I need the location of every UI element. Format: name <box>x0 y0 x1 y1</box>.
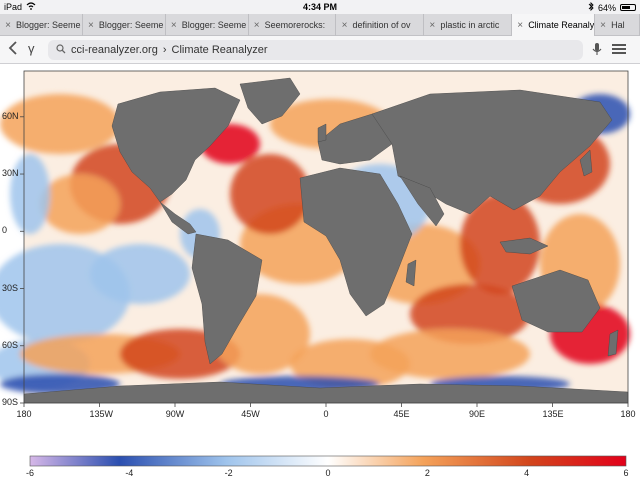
tab-label: plastic in arctic <box>440 20 500 30</box>
lon-label: 90W <box>165 409 185 419</box>
battery-icon <box>620 4 636 11</box>
close-icon[interactable]: × <box>253 19 260 31</box>
landmass <box>499 237 549 255</box>
url-field[interactable]: cci-reanalyzer.org › Climate Reanalyzer <box>48 40 583 60</box>
browser-tab[interactable]: × Blogger: Seeme <box>0 14 83 36</box>
close-icon[interactable]: × <box>600 19 606 31</box>
clock: 4:34 PM <box>302 2 337 12</box>
back-button[interactable] <box>8 40 18 59</box>
lat-label: 30S <box>2 282 19 293</box>
close-icon[interactable]: × <box>341 19 348 31</box>
anomaly-patch <box>10 154 50 234</box>
anomaly-patch <box>230 154 310 234</box>
lat-label: 90S <box>2 397 19 407</box>
colorbar-label: 4 <box>524 468 530 478</box>
anomaly-patch <box>370 329 530 379</box>
lon-label: 45W <box>241 409 260 419</box>
lon-label: 180 <box>16 409 32 419</box>
tab-label: definition of ov <box>352 20 411 30</box>
browser-tab[interactable]: × definition of ov <box>336 14 425 36</box>
landmass <box>299 167 413 317</box>
colorbar-label: 0 <box>325 468 331 478</box>
bluetooth-icon <box>588 1 594 13</box>
tab-label: Blogger: Seeme <box>98 20 164 30</box>
close-icon[interactable]: × <box>5 19 11 31</box>
close-icon[interactable]: × <box>429 19 436 31</box>
anomaly-patch <box>0 94 120 154</box>
close-icon[interactable]: × <box>170 19 177 31</box>
landmass <box>159 201 197 235</box>
microphone-icon[interactable] <box>592 42 602 59</box>
browser-tab[interactable]: × Blogger: Seeme <box>166 14 249 36</box>
tab-label: Climate Reanaly <box>528 20 595 30</box>
gamma-icon[interactable]: γ <box>28 41 35 56</box>
colorbar-label: -6 <box>25 468 34 478</box>
lat-label: 0 <box>2 225 8 236</box>
tab-label: Seemorerocks: <box>264 20 326 30</box>
url-domain: cci-reanalyzer.org <box>71 44 158 56</box>
anomaly-patch <box>90 244 190 304</box>
close-icon[interactable]: × <box>87 19 94 31</box>
landmass <box>317 123 327 143</box>
browser-tab[interactable]: × Climate Reanaly <box>512 14 596 36</box>
url-page-title: Climate Reanalyzer <box>171 44 268 56</box>
lon-label: 45E <box>393 409 410 419</box>
lat-label: 30N <box>2 168 19 179</box>
colorbar-label: 6 <box>623 468 629 478</box>
landmass <box>111 87 241 203</box>
map-canvas <box>0 70 630 467</box>
browser-tab[interactable]: × Seemorerocks: <box>249 14 337 36</box>
tab-label: Blogger: Seeme <box>181 20 247 30</box>
landmass <box>511 269 601 333</box>
lon-label: 135E <box>542 409 564 419</box>
landmass <box>399 175 445 227</box>
landmass <box>239 77 301 125</box>
tab-bar: × Blogger: Seeme × Blogger: Seeme × Blogger: … <box>0 14 640 36</box>
close-icon[interactable]: × <box>517 19 524 31</box>
menu-icon[interactable] <box>612 42 626 56</box>
lat-label: 60N <box>2 110 19 121</box>
address-toolbar: γ cci-reanalyzer.org › Climate Reanalyze… <box>0 36 640 64</box>
colorbar-label: -2 <box>224 468 233 478</box>
landmass <box>405 259 417 287</box>
lat-label: 60S <box>2 339 19 350</box>
landmass <box>579 149 593 177</box>
anomaly-patch <box>460 194 540 294</box>
anomaly-patch <box>40 174 120 234</box>
browser-tab[interactable]: × Blogger: Seeme <box>83 14 166 36</box>
sst-anomaly-map: 60N 30N 0 30S 60S 90S 180 135W 90W 45W 0 45E 90E 135… <box>0 64 640 480</box>
browser-tab[interactable]: × plastic in arctic <box>424 14 513 36</box>
tab-label: Hal <box>611 20 625 30</box>
lon-label: 90E <box>468 409 485 419</box>
device-name: iPad <box>4 2 23 12</box>
colorbar-label: 2 <box>424 468 430 478</box>
landmass <box>607 329 619 357</box>
colorbar <box>29 455 627 467</box>
lon-label: 180 <box>620 409 636 419</box>
landmass <box>191 233 263 365</box>
search-icon <box>56 43 66 57</box>
wifi-icon <box>26 2 36 12</box>
browser-tab[interactable]: × Hal <box>595 14 640 36</box>
anomaly-patch <box>410 284 530 344</box>
url-separator: › <box>162 44 167 56</box>
lon-label: 0 <box>323 409 329 419</box>
lon-label: 135W <box>89 409 114 419</box>
battery-percent: 64% <box>597 2 616 13</box>
colorbar-label: -4 <box>125 468 134 478</box>
tab-label: Blogger: Seeme <box>16 20 81 30</box>
status-bar: iPad 4:34 PM 64% <box>0 0 640 14</box>
